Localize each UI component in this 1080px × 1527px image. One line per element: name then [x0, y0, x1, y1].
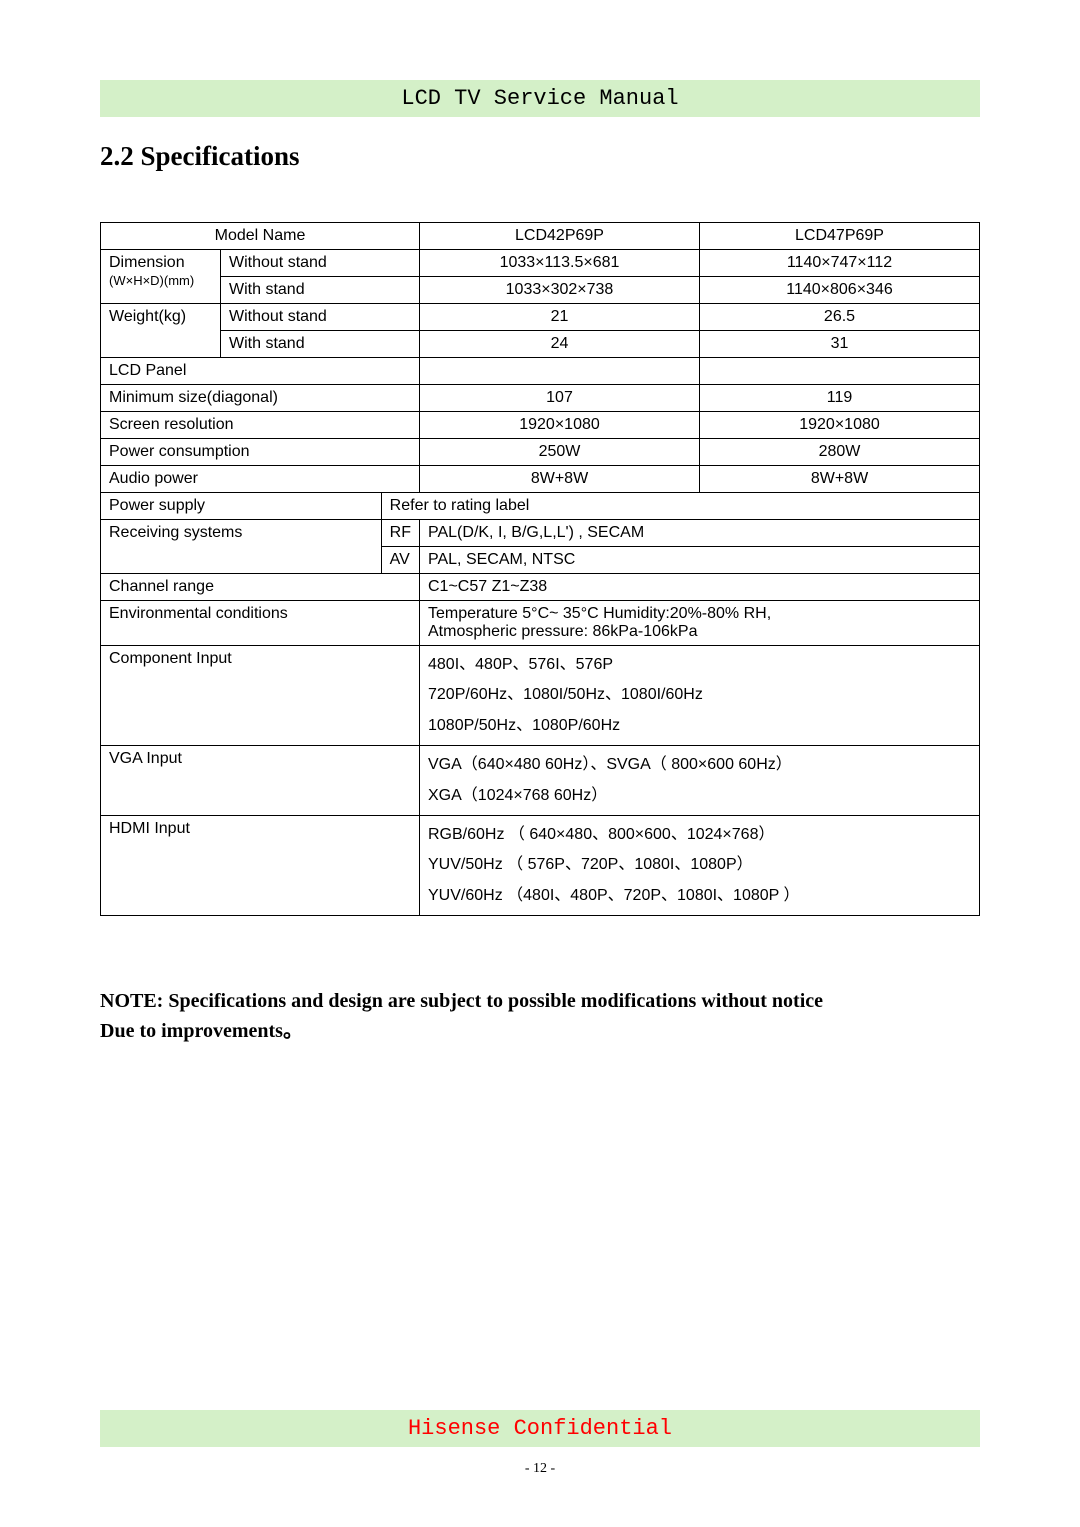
- env-cond-label: Environmental conditions: [101, 601, 420, 646]
- audio-power-b: 8W+8W: [700, 466, 980, 493]
- channel-range-val: C1~C57 Z1~Z38: [420, 574, 980, 601]
- table-row: HDMI Input RGB/60Hz （ 640×480、800×600、10…: [101, 815, 980, 915]
- rf-label: RF: [381, 520, 419, 547]
- model-name-label: Model Name: [101, 223, 420, 250]
- table-row: Model Name LCD42P69P LCD47P69P: [101, 223, 980, 250]
- table-row: LCD Panel: [101, 358, 980, 385]
- table-row: With stand 24 31: [101, 331, 980, 358]
- av-label: AV: [381, 547, 419, 574]
- table-row: With stand 1033×302×738 1140×806×346: [101, 277, 980, 304]
- audio-power-label: Audio power: [101, 466, 420, 493]
- table-row: Channel range C1~C57 Z1~Z38: [101, 574, 980, 601]
- hdmi-label: HDMI Input: [101, 815, 420, 915]
- dim-b-stand: 1140×806×346: [700, 277, 980, 304]
- weight-a-stand: 24: [420, 331, 700, 358]
- screen-res-a: 1920×1080: [420, 412, 700, 439]
- page-number: - 12 -: [0, 1461, 1080, 1477]
- table-row: Weight(kg) Without stand 21 26.5: [101, 304, 980, 331]
- vga-label: VGA Input: [101, 746, 420, 816]
- vga-val: VGA（640×480 60Hz）、SVGA（ 800×600 60Hz） XG…: [420, 746, 980, 816]
- screen-res-b: 1920×1080: [700, 412, 980, 439]
- dimension-label: Dimension (W×H×D)(mm): [101, 250, 221, 304]
- without-stand-label: Without stand: [221, 250, 420, 277]
- min-size-b: 119: [700, 385, 980, 412]
- power-supply-label: Power supply: [101, 493, 382, 520]
- section-title: 2.2 Specifications: [100, 141, 980, 172]
- dim-a-nostand: 1033×113.5×681: [420, 250, 700, 277]
- model-b: LCD47P69P: [700, 223, 980, 250]
- weight-without-stand: Without stand: [221, 304, 420, 331]
- table-row: Power supply Refer to rating label: [101, 493, 980, 520]
- power-cons-label: Power consumption: [101, 439, 420, 466]
- weight-a-nostand: 21: [420, 304, 700, 331]
- weight-with-stand: With stand: [221, 331, 420, 358]
- lcd-panel-label: LCD Panel: [101, 358, 420, 385]
- weight-b-stand: 31: [700, 331, 980, 358]
- table-row: VGA Input VGA（640×480 60Hz）、SVGA（ 800×60…: [101, 746, 980, 816]
- weight-b-nostand: 26.5: [700, 304, 980, 331]
- table-row: Screen resolution 1920×1080 1920×1080: [101, 412, 980, 439]
- audio-power-a: 8W+8W: [420, 466, 700, 493]
- component-label: Component Input: [101, 646, 420, 746]
- table-row: Power consumption 250W 280W: [101, 439, 980, 466]
- table-row: Environmental conditions Temperature 5°C…: [101, 601, 980, 646]
- lcd-panel-a: [420, 358, 700, 385]
- table-row: Minimum size(diagonal) 107 119: [101, 385, 980, 412]
- av-val: PAL, SECAM, NTSC: [420, 547, 980, 574]
- rf-val: PAL(D/K, I, B/G,L,L') , SECAM: [420, 520, 980, 547]
- with-stand-label: With stand: [221, 277, 420, 304]
- min-size-label: Minimum size(diagonal): [101, 385, 420, 412]
- lcd-panel-b: [700, 358, 980, 385]
- recv-sys-label: Receiving systems: [101, 520, 382, 574]
- table-row: Dimension (W×H×D)(mm) Without stand 1033…: [101, 250, 980, 277]
- power-cons-b: 280W: [700, 439, 980, 466]
- min-size-a: 107: [420, 385, 700, 412]
- power-cons-a: 250W: [420, 439, 700, 466]
- header-banner: LCD TV Service Manual: [100, 80, 980, 117]
- component-val: 480I、480P、576I、576P 720P/60Hz、1080I/50Hz…: [420, 646, 980, 746]
- table-row: Audio power 8W+8W 8W+8W: [101, 466, 980, 493]
- screen-res-label: Screen resolution: [101, 412, 420, 439]
- dim-a-stand: 1033×302×738: [420, 277, 700, 304]
- channel-range-label: Channel range: [101, 574, 420, 601]
- spec-table: Model Name LCD42P69P LCD47P69P Dimension…: [100, 222, 980, 916]
- env-cond-val: Temperature 5°C~ 35°C Humidity:20%-80% R…: [420, 601, 980, 646]
- power-supply-val: Refer to rating label: [381, 493, 979, 520]
- dim-b-nostand: 1140×747×112: [700, 250, 980, 277]
- footer-banner: Hisense Confidential: [100, 1410, 980, 1447]
- model-a: LCD42P69P: [420, 223, 700, 250]
- table-row: Component Input 480I、480P、576I、576P 720P…: [101, 646, 980, 746]
- note-text: NOTE: Specifications and design are subj…: [100, 986, 980, 1046]
- weight-label: Weight(kg): [101, 304, 221, 358]
- hdmi-val: RGB/60Hz （ 640×480、800×600、1024×768） YUV…: [420, 815, 980, 915]
- table-row: Receiving systems RF PAL(D/K, I, B/G,L,L…: [101, 520, 980, 547]
